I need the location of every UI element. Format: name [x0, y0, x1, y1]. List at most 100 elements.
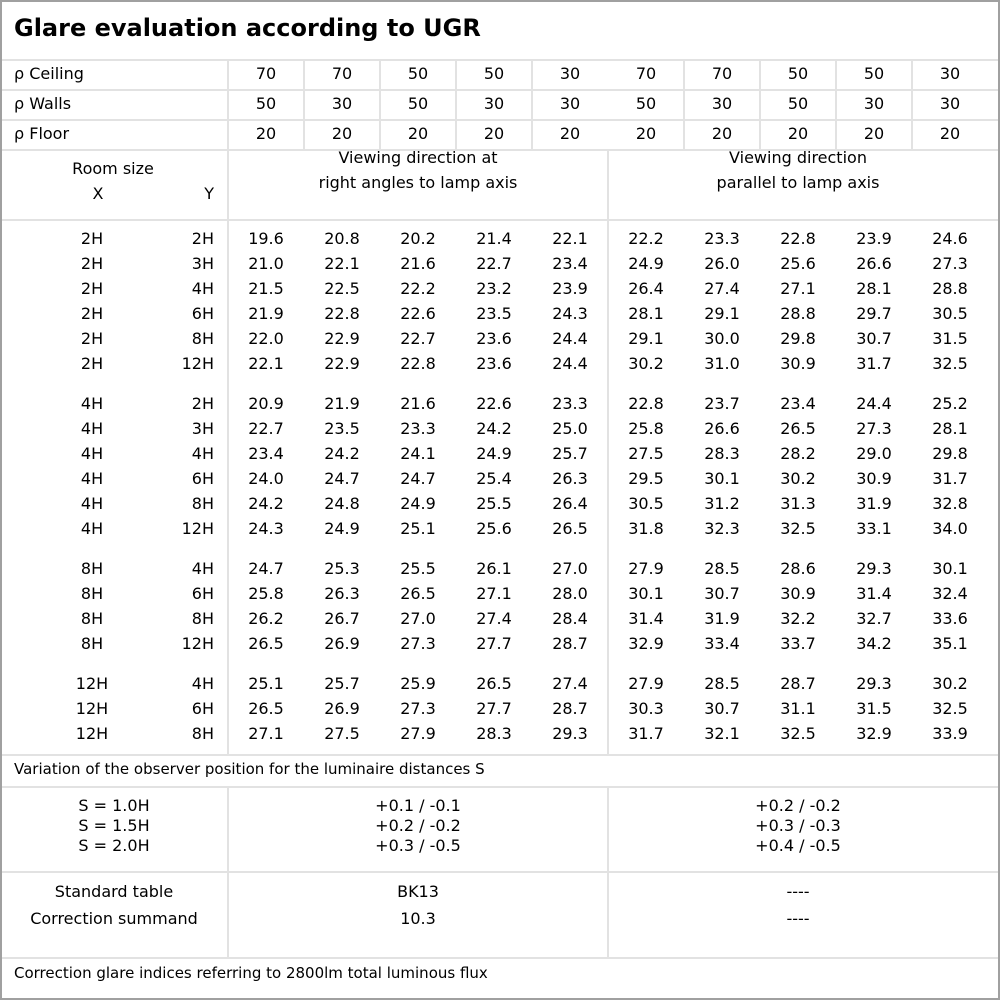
ugr-value: 30.2 — [628, 354, 664, 373]
ugr-value: 30.1 — [704, 469, 740, 488]
divider — [227, 60, 229, 755]
ugr-value: 30.5 — [932, 304, 968, 323]
ugr-value: 25.6 — [476, 519, 512, 538]
ugr-value: 29.3 — [856, 674, 892, 693]
ugr-value: 28.7 — [552, 634, 588, 653]
room-x-label: X — [92, 184, 104, 203]
ugr-value: 32.8 — [932, 494, 968, 513]
reflectance-value: 30 — [711, 94, 733, 113]
ugr-value: 30.1 — [932, 559, 968, 578]
ugr-value: 28.6 — [780, 559, 816, 578]
ugr-value: 23.2 — [476, 279, 512, 298]
room-size-y: 12H — [181, 634, 214, 653]
room-size-x: 4H — [80, 519, 104, 538]
reflectance-value: 20 — [483, 124, 505, 143]
ugr-value: 31.2 — [704, 494, 740, 513]
ugr-value: 31.0 — [704, 354, 740, 373]
ugr-value: 24.7 — [400, 469, 436, 488]
ugr-value: 27.4 — [552, 674, 588, 693]
ugr-value: 24.1 — [400, 444, 436, 463]
ugr-value: 27.5 — [324, 724, 360, 743]
room-size-x: 8H — [80, 584, 104, 603]
ugr-value: 21.5 — [248, 279, 284, 298]
ugr-value: 27.9 — [400, 724, 436, 743]
reflectance-value: 30 — [559, 94, 581, 113]
ugr-value: 32.5 — [932, 699, 968, 718]
ugr-value: 27.3 — [400, 634, 436, 653]
reflectance-value: 30 — [939, 94, 961, 113]
reflectance-label: ρ Ceiling — [14, 64, 84, 83]
correction-summand-label: Correction summand — [30, 909, 198, 928]
reflectance-value: 20 — [559, 124, 581, 143]
room-size-y: 12H — [181, 354, 214, 373]
ugr-value: 24.2 — [476, 419, 512, 438]
ugr-value: 29.8 — [780, 329, 816, 348]
room-size-x: 2H — [80, 279, 104, 298]
ugr-value: 29.3 — [552, 724, 588, 743]
room-size-y: 8H — [191, 329, 214, 348]
ugr-value: 27.1 — [248, 724, 284, 743]
ugr-value: 26.2 — [248, 609, 284, 628]
ugr-value: 24.9 — [628, 254, 664, 273]
ugr-value: 26.5 — [400, 584, 436, 603]
ugr-value: 25.9 — [400, 674, 436, 693]
ugr-value: 28.4 — [552, 609, 588, 628]
ugr-value: 25.2 — [932, 394, 968, 413]
variation-parallel: +0.3 / -0.3 — [755, 816, 841, 835]
ugr-value: 23.3 — [400, 419, 436, 438]
ugr-value: 26.3 — [552, 469, 588, 488]
room-size-x: 4H — [80, 469, 104, 488]
ugr-value: 27.3 — [856, 419, 892, 438]
ugr-value: 32.5 — [932, 354, 968, 373]
ugr-value: 25.5 — [400, 559, 436, 578]
ugr-value: 26.5 — [552, 519, 588, 538]
ugr-value: 30.7 — [704, 699, 740, 718]
ugr-value: 22.2 — [400, 279, 436, 298]
room-size-x: 2H — [80, 254, 104, 273]
ugr-value: 25.5 — [476, 494, 512, 513]
ugr-value: 24.2 — [324, 444, 360, 463]
room-size-x: 2H — [80, 354, 104, 373]
ugr-value: 32.9 — [856, 724, 892, 743]
ugr-value: 30.0 — [704, 329, 740, 348]
ugr-value: 22.8 — [324, 304, 360, 323]
divider — [759, 60, 761, 150]
reflectance-value: 30 — [939, 64, 961, 83]
room-size-y: 4H — [191, 559, 214, 578]
reflectance-value: 70 — [711, 64, 733, 83]
ugr-value: 31.7 — [856, 354, 892, 373]
ugr-value: 34.2 — [856, 634, 892, 653]
ugr-value: 31.3 — [780, 494, 816, 513]
ugr-value: 30.2 — [780, 469, 816, 488]
room-size-y: 8H — [191, 609, 214, 628]
room-size-y: 6H — [191, 699, 214, 718]
ugr-value: 28.0 — [552, 584, 588, 603]
ugr-value: 31.5 — [932, 329, 968, 348]
room-size-x: 4H — [80, 394, 104, 413]
ugr-value: 23.9 — [552, 279, 588, 298]
room-size-x: 4H — [80, 444, 104, 463]
divider — [227, 787, 229, 958]
ugr-value: 30.3 — [628, 699, 664, 718]
ugr-value: 22.1 — [248, 354, 284, 373]
standard-table-parallel: ---- — [786, 882, 810, 901]
ugr-value: 22.8 — [628, 394, 664, 413]
divider — [2, 871, 998, 873]
ugr-value: 25.8 — [248, 584, 284, 603]
variation-parallel: +0.2 / -0.2 — [755, 796, 841, 815]
reflectance-value: 20 — [255, 124, 277, 143]
divider — [2, 89, 998, 91]
room-size-y: 3H — [191, 419, 214, 438]
ugr-value: 19.6 — [248, 229, 284, 248]
ugr-value: 32.4 — [932, 584, 968, 603]
ugr-value: 28.8 — [780, 304, 816, 323]
divider — [607, 150, 609, 755]
ugr-value: 28.7 — [552, 699, 588, 718]
correction-summand-right: 10.3 — [400, 909, 436, 928]
reflectance-label: ρ Walls — [14, 94, 72, 113]
ugr-value: 23.4 — [780, 394, 816, 413]
ugr-value: 28.3 — [704, 444, 740, 463]
room-size-y: 2H — [191, 229, 214, 248]
ugr-value: 21.9 — [248, 304, 284, 323]
ugr-value: 29.3 — [856, 559, 892, 578]
